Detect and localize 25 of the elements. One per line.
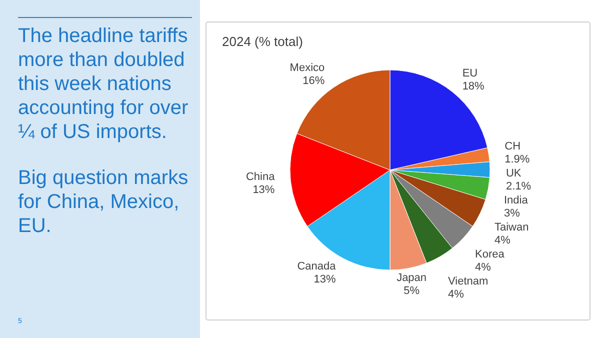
slice-label: Taiwan bbox=[494, 221, 529, 234]
data-label: 4% bbox=[448, 288, 464, 300]
slice-label: India bbox=[504, 194, 529, 206]
data-label: 4% bbox=[475, 261, 492, 274]
text: Big question marks for China, Mexico, EU. bbox=[18, 166, 190, 238]
data-label: 1.9% bbox=[504, 153, 530, 166]
chart-title: 2024 (% total) bbox=[222, 34, 303, 49]
data-label: 18% bbox=[462, 80, 485, 92]
slice-label: UK bbox=[506, 167, 522, 180]
data-label: 3% bbox=[504, 207, 520, 220]
slice-label: Vietnam bbox=[448, 275, 488, 288]
slice-label: China bbox=[246, 170, 276, 183]
slice-label: Canada bbox=[297, 260, 337, 273]
slice-label: Korea bbox=[475, 248, 506, 260]
data-label: 16% bbox=[302, 75, 325, 88]
data-label: 2.1% bbox=[506, 180, 532, 192]
data-label: 13% bbox=[314, 274, 336, 286]
data-label: 13% bbox=[252, 184, 275, 196]
data-label: 5% bbox=[404, 284, 420, 297]
slice-label: EU bbox=[462, 67, 478, 80]
slice-label: Mexico bbox=[290, 62, 325, 74]
data-label: 4% bbox=[494, 234, 511, 246]
slice-label: CH bbox=[504, 140, 521, 152]
text: The headline tariffs more than doubled this week nations accounting for over ¼ of US imports. bbox=[18, 24, 190, 144]
slice-label: Japan bbox=[396, 272, 427, 284]
